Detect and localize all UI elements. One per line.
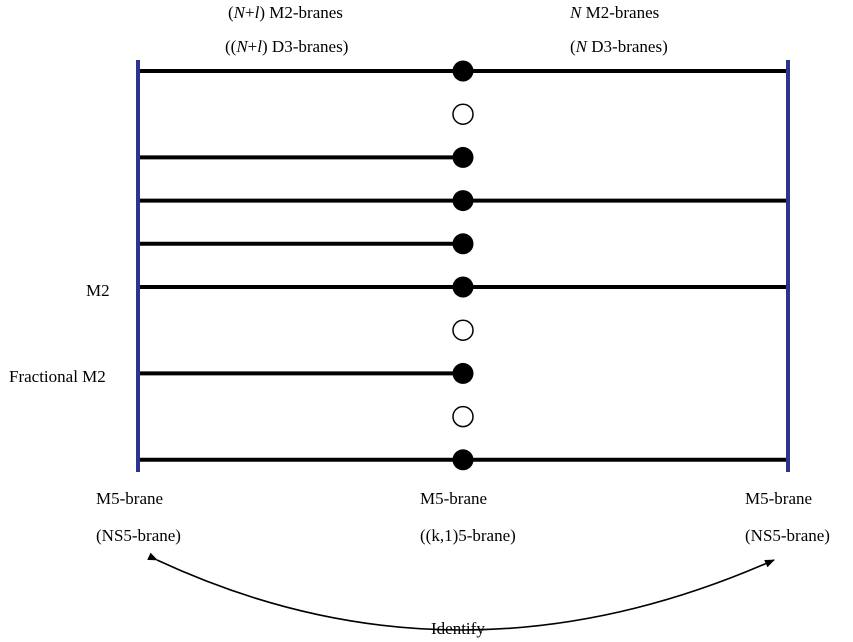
center-k1-5-brane-label: ((k,1)5-brane)	[420, 526, 516, 545]
filled-brane-node	[452, 449, 474, 471]
right-top-label-line2: (N D3-branes)	[570, 37, 668, 56]
open-brane-node	[452, 405, 474, 428]
right-top-label-line1: N M2-branes	[569, 3, 659, 22]
left-top-label-line2: ((N+l) D3-branes)	[225, 37, 348, 56]
center-m5-brane-label: M5-brane	[420, 489, 487, 508]
identify-label: Identify	[431, 619, 485, 638]
filled-brane-node	[452, 276, 474, 298]
filled-brane-node	[452, 362, 474, 384]
left-ns5-brane-label: (NS5-brane)	[96, 526, 181, 545]
m2-label: M2	[86, 281, 110, 300]
filled-brane-node	[452, 60, 474, 82]
filled-brane-node	[452, 146, 474, 168]
right-m5-brane-label: M5-brane	[745, 489, 812, 508]
open-brane-node	[452, 103, 474, 125]
filled-brane-node	[452, 190, 474, 212]
open-brane-node	[452, 319, 474, 341]
fractional-m2-label: Fractional M2	[9, 367, 106, 386]
filled-brane-node	[452, 233, 474, 255]
brane-rows	[138, 60, 788, 471]
left-top-label-line1: (N+l) M2-branes	[228, 3, 343, 22]
left-m5-brane-label: M5-brane	[96, 489, 163, 508]
identify-arrow	[147, 552, 775, 631]
right-ns5-brane-label: (NS5-brane)	[745, 526, 830, 545]
